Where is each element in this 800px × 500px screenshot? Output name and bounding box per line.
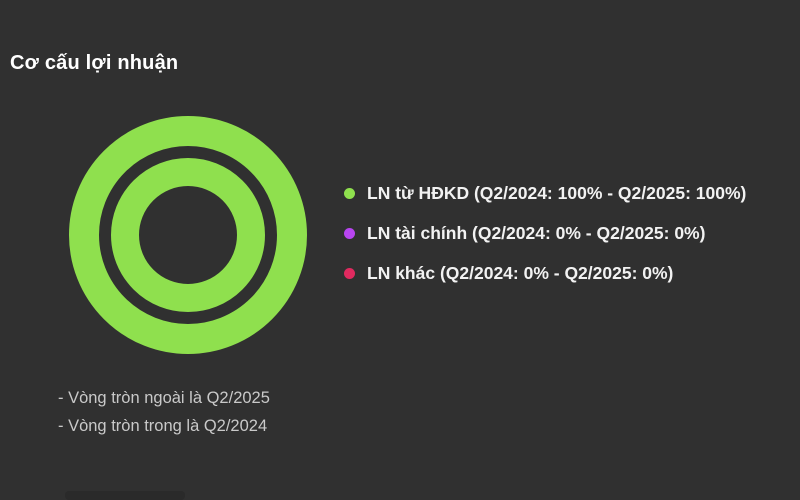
- legend-item[interactable]: LN tài chính (Q2/2024: 0% - Q2/2025: 0%): [344, 223, 746, 244]
- donut-inner-ring-q2-2024[interactable]: [111, 158, 265, 312]
- donut-chart-svg: [69, 116, 307, 354]
- note-line: - Vòng tròn ngoài là Q2/2025: [58, 389, 270, 407]
- legend-dot-icon: [344, 268, 355, 279]
- donut-outer-ring-q2-2025[interactable]: [69, 116, 307, 354]
- horizontal-scrollbar-thumb[interactable]: [65, 491, 185, 500]
- donut-chart: [63, 110, 313, 360]
- legend-label: LN khác (Q2/2024: 0% - Q2/2025: 0%): [367, 263, 674, 283]
- legend-item[interactable]: LN khác (Q2/2024: 0% - Q2/2025: 0%): [344, 263, 746, 284]
- legend-item[interactable]: LN từ HĐKD (Q2/2024: 100% - Q2/2025: 100…: [344, 183, 746, 204]
- note-line: - Vòng tròn trong là Q2/2024: [58, 417, 268, 435]
- legend: LN từ HĐKD (Q2/2024: 100% - Q2/2025: 100…: [344, 183, 746, 284]
- legend-dot-icon: [344, 188, 355, 199]
- page-title: Cơ cấu lợi nhuận: [10, 52, 179, 74]
- chart-notes: - Vòng tròn ngoài là Q2/2025 - Vòng tròn …: [58, 386, 270, 438]
- legend-dot-icon: [344, 228, 355, 239]
- legend-label: LN từ HĐKD (Q2/2024: 100% - Q2/2025: 100…: [367, 183, 747, 203]
- legend-label: LN tài chính (Q2/2024: 0% - Q2/2025: 0%): [367, 223, 706, 243]
